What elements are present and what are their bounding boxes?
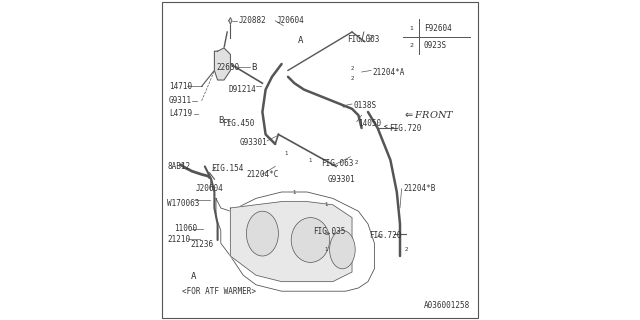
Text: 11060: 11060 [174, 224, 197, 233]
Text: 2: 2 [355, 160, 358, 165]
Bar [403, 19, 470, 54]
Text: 2: 2 [368, 37, 371, 43]
Text: 1: 1 [409, 26, 413, 30]
Circle shape [200, 226, 206, 232]
Circle shape [204, 238, 211, 245]
Text: A036001258: A036001258 [424, 301, 470, 310]
Ellipse shape [291, 218, 330, 262]
Circle shape [273, 134, 280, 141]
Circle shape [406, 40, 417, 52]
Text: 8AB12: 8AB12 [167, 162, 190, 171]
Circle shape [406, 22, 417, 34]
Text: 21236: 21236 [191, 240, 214, 249]
Circle shape [366, 36, 374, 44]
Circle shape [195, 111, 200, 116]
Circle shape [206, 197, 212, 203]
Text: G9311: G9311 [169, 96, 192, 105]
Text: L4719: L4719 [169, 109, 192, 118]
Text: FIG.035: FIG.035 [314, 228, 346, 236]
Text: 2: 2 [350, 66, 354, 71]
Text: J20882: J20882 [239, 16, 266, 25]
Text: 14050: 14050 [358, 119, 381, 128]
Circle shape [323, 246, 330, 253]
Text: 0923S: 0923S [424, 41, 447, 50]
Circle shape [348, 74, 356, 83]
Circle shape [403, 246, 410, 253]
Circle shape [332, 220, 340, 228]
Circle shape [352, 158, 360, 166]
Text: FIG.720: FIG.720 [388, 124, 421, 132]
Circle shape [273, 134, 280, 141]
Circle shape [196, 236, 204, 243]
Text: 22630: 22630 [216, 63, 240, 72]
Text: FIG.154: FIG.154 [211, 164, 244, 173]
Circle shape [307, 195, 314, 202]
Text: 1: 1 [324, 202, 328, 207]
Text: FIG.063: FIG.063 [322, 159, 354, 168]
Text: D91214: D91214 [229, 85, 257, 94]
Text: FIG.720: FIG.720 [370, 231, 402, 240]
Circle shape [291, 265, 298, 273]
Circle shape [348, 65, 356, 73]
Ellipse shape [246, 211, 278, 256]
Text: 2: 2 [404, 247, 408, 252]
Bar [218, 114, 225, 126]
Circle shape [291, 150, 298, 157]
Bar [190, 270, 197, 283]
Circle shape [322, 201, 331, 209]
Text: 21204*B: 21204*B [403, 184, 436, 193]
Circle shape [334, 174, 342, 181]
Text: G93301: G93301 [240, 138, 268, 147]
Text: 14710: 14710 [169, 82, 192, 91]
Text: B: B [218, 116, 223, 124]
Text: 1: 1 [292, 189, 296, 195]
Bar [251, 61, 258, 74]
Circle shape [290, 188, 298, 196]
Polygon shape [214, 48, 230, 80]
Circle shape [307, 156, 314, 164]
Text: FIG.063: FIG.063 [347, 35, 380, 44]
Text: W170063: W170063 [167, 199, 200, 208]
Text: 2: 2 [350, 76, 354, 81]
Text: 1: 1 [285, 151, 288, 156]
Text: 2: 2 [409, 43, 413, 48]
Polygon shape [230, 202, 352, 282]
Text: J20604: J20604 [196, 184, 223, 193]
Circle shape [282, 149, 291, 158]
Polygon shape [216, 192, 374, 291]
Ellipse shape [330, 230, 355, 269]
Circle shape [277, 22, 283, 29]
Circle shape [291, 188, 298, 196]
Text: A: A [191, 272, 196, 281]
Circle shape [256, 82, 266, 91]
Text: 1: 1 [308, 157, 312, 163]
Text: G93301: G93301 [328, 175, 355, 184]
Text: 21204*A: 21204*A [372, 68, 405, 76]
Circle shape [306, 156, 315, 164]
Circle shape [347, 153, 355, 161]
Circle shape [322, 245, 331, 254]
Bar [297, 34, 305, 46]
Text: B: B [252, 63, 257, 72]
Text: $\Leftarrow$FRONT: $\Leftarrow$FRONT [403, 109, 455, 120]
Circle shape [193, 97, 201, 105]
Text: J20604: J20604 [277, 16, 305, 25]
Circle shape [280, 29, 287, 35]
Text: A: A [298, 36, 303, 44]
Circle shape [360, 28, 367, 36]
Text: 1: 1 [324, 247, 328, 252]
Text: FIG.450: FIG.450 [223, 119, 255, 128]
Text: 21210: 21210 [167, 236, 190, 244]
Text: 0138S: 0138S [354, 101, 377, 110]
Polygon shape [229, 18, 232, 24]
Circle shape [323, 163, 330, 170]
Text: <FOR ATF WARMER>: <FOR ATF WARMER> [182, 287, 257, 296]
Circle shape [323, 201, 330, 209]
Circle shape [259, 265, 266, 273]
Text: 21204*C: 21204*C [246, 170, 279, 179]
Text: F92604: F92604 [424, 23, 452, 33]
